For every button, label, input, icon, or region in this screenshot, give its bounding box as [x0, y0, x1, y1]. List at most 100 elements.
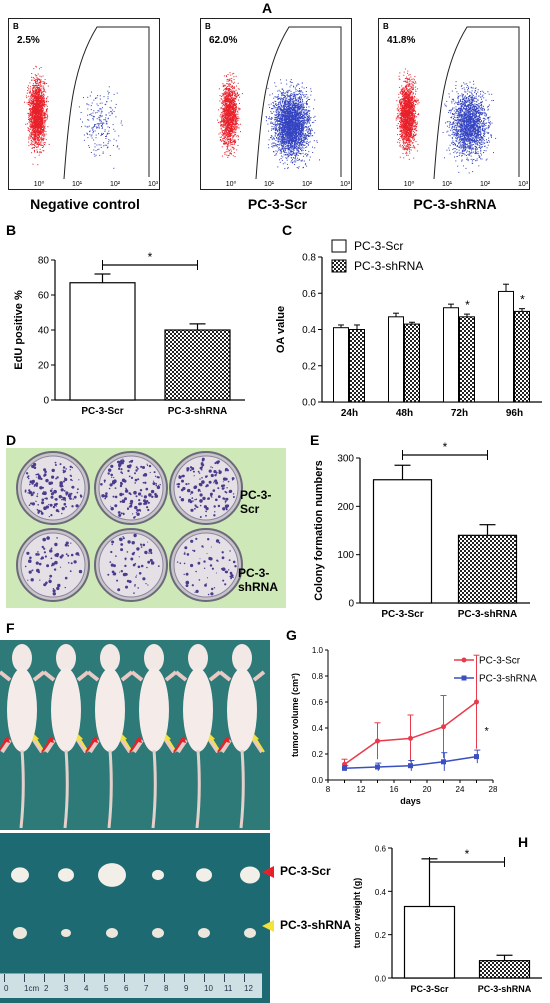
y-tick-label: 0.8	[302, 253, 316, 264]
tumor-photo: 0 1cm 2 3 4 5 6 7 8 9 10 11 12	[0, 833, 270, 1003]
x-tick-label: 24h	[341, 408, 358, 419]
mouse-leg	[174, 670, 188, 682]
y-tick-label: 0.8	[312, 672, 324, 681]
yellow-arrowhead	[164, 734, 171, 741]
red-arrowhead	[179, 736, 186, 743]
flow-percent: 62.0%	[209, 35, 237, 46]
ruler-tick	[164, 974, 165, 982]
ruler-tick-label: 1cm	[24, 984, 40, 993]
tumor-label-scr: PC-3-Scr	[280, 864, 331, 878]
mouse-head	[100, 644, 120, 672]
mice-figure	[0, 644, 266, 829]
data-point	[342, 765, 347, 771]
data-point	[375, 738, 380, 744]
blue-population	[265, 79, 320, 170]
colonies	[24, 461, 83, 518]
ruler-tick	[224, 974, 225, 982]
y-axis-label: OA value	[275, 306, 287, 353]
x-tick-label: PC-3-Scr	[381, 609, 423, 618]
flow-tick-label: 10³	[518, 181, 529, 188]
mouse-leg	[208, 670, 222, 682]
x-tick-label: 8	[326, 785, 331, 794]
legend-swatch-scr	[331, 239, 347, 253]
flow-caption-pc3-scr: PC-3-Scr	[247, 196, 308, 212]
mouse-body	[227, 668, 257, 752]
red-arrowhead	[3, 736, 10, 743]
y-tick-label: 0.6	[312, 698, 324, 707]
mouse-head	[12, 644, 32, 672]
tumor-shrna	[198, 928, 210, 938]
plate-inner	[20, 455, 86, 521]
data-point	[441, 759, 446, 765]
panel-letter-h: H	[518, 834, 529, 850]
tumor-scr	[196, 868, 212, 882]
x-tick-label: PC-3-shRNA	[458, 609, 517, 618]
y-tick-label: 0.4	[375, 888, 387, 897]
x-tick-label: PC-3-Scr	[81, 406, 123, 417]
mouse-tail	[239, 749, 245, 829]
bar	[404, 323, 420, 403]
x-tick-label: 96h	[506, 408, 523, 419]
mouse-tail	[19, 749, 25, 829]
flow-inner-label: B	[205, 22, 211, 31]
ruler-tick	[144, 974, 145, 982]
ruler-tick-label: 3	[64, 984, 69, 993]
ruler-tick	[84, 974, 85, 982]
ruler-tick	[4, 974, 5, 982]
mouse	[0, 644, 46, 829]
mouse-leg	[0, 670, 12, 682]
x-tick-label: 16	[390, 785, 399, 794]
x-tick-label: PC-3-Scr	[410, 984, 449, 994]
ruler-tick	[124, 974, 125, 982]
red-population	[395, 68, 420, 160]
x-tick-label: 72h	[451, 408, 468, 419]
flow-tick-label: 10⁰	[226, 180, 237, 188]
tumor-shrna	[61, 929, 71, 937]
blue-population	[78, 86, 123, 169]
gate-line	[433, 26, 520, 180]
flow-plot-pc3-shrna: B 41.8% 10⁰ 10¹ 10² 10³	[378, 18, 530, 190]
mouse	[85, 644, 134, 829]
ruler-tick-label: 5	[104, 984, 109, 993]
tumor-shrna	[106, 928, 118, 938]
data-point	[474, 699, 479, 705]
flow-tick-label: 10³	[148, 181, 159, 188]
blue-population	[442, 80, 497, 174]
ruler-tick-label: 11	[224, 984, 233, 993]
x-tick-label: 48h	[396, 408, 413, 419]
ruler-tick-label: 8	[164, 984, 169, 993]
bar	[349, 329, 365, 403]
flow-tick-label: 10²	[302, 181, 313, 188]
mouse-body	[7, 668, 37, 752]
x-tick-label: PC-3-shRNA	[478, 984, 532, 994]
mouse-head	[144, 644, 164, 672]
flow-inner-label: B	[383, 22, 389, 31]
mouse	[129, 644, 178, 829]
legend-label: PC-3-Scr	[479, 656, 521, 667]
ruler-tick-label: 7	[144, 984, 149, 993]
y-axis-label: EdU positive %	[13, 290, 25, 370]
mouse-body	[183, 668, 213, 752]
mouse-leg	[218, 670, 232, 682]
yellow-arrowhead	[120, 734, 127, 741]
colonies	[24, 536, 83, 596]
panel-letter-a: A	[262, 0, 273, 16]
legend-swatch-shrna	[331, 259, 347, 273]
plate-inner	[173, 455, 239, 521]
y-tick-label: 60	[38, 291, 50, 302]
colony-plates	[16, 451, 243, 602]
tumor-shrna	[244, 928, 256, 938]
mouse-leg	[120, 670, 134, 682]
bar	[372, 479, 433, 604]
legend-marker	[461, 675, 467, 681]
tumor-arrow-shrna	[262, 920, 274, 932]
mouse-tail	[63, 749, 69, 829]
flow-tick-label: 10²	[110, 181, 121, 188]
tumor-label-shrna: PC-3-shRNA	[280, 918, 352, 932]
red-arrowhead	[47, 736, 54, 743]
mouse-leg	[86, 670, 100, 682]
flow-tick-label: 10¹	[264, 181, 275, 188]
mouse-leg	[42, 670, 56, 682]
chart-g-volume: 0.0 0.2 0.4 0.6 0.8 1.0 8 12 16 20 24 28 days tumor v…	[290, 646, 537, 806]
mouse	[173, 644, 222, 829]
